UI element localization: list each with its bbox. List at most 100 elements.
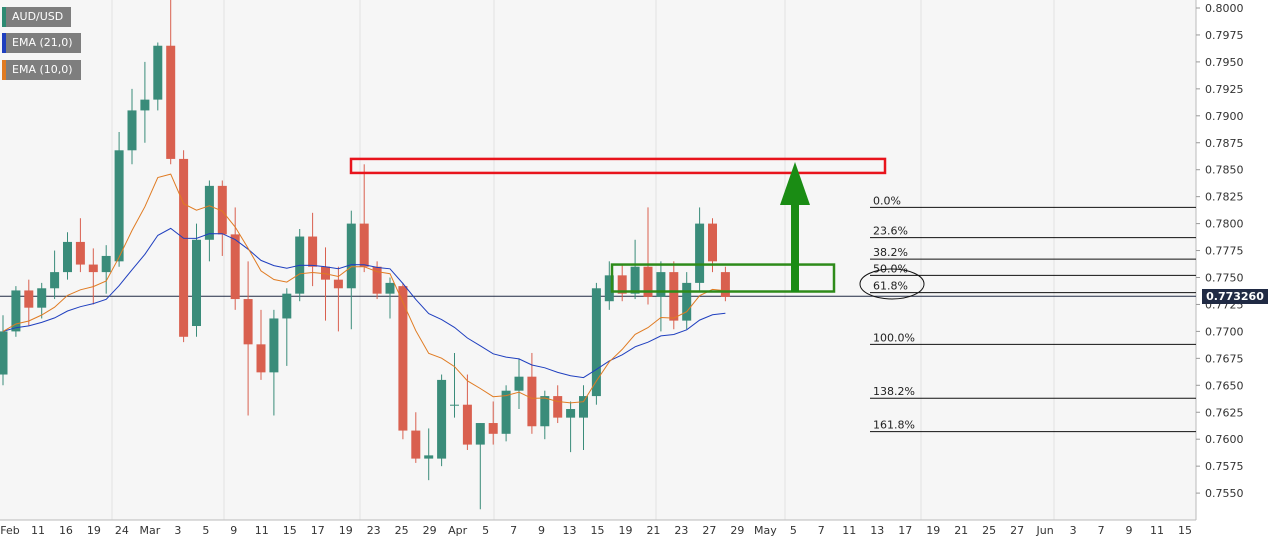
candle-body <box>88 264 98 273</box>
x-tick-label: 19 <box>87 524 101 537</box>
y-tick-label: 0.7700 <box>1205 325 1244 338</box>
candle-body <box>153 45 163 100</box>
candle-body <box>11 290 21 332</box>
candle-body <box>579 396 588 418</box>
x-tick-label: 19 <box>339 524 353 537</box>
target-arrow-head <box>780 162 810 205</box>
x-tick-label: 9 <box>538 524 545 537</box>
candle-body <box>256 344 266 373</box>
x-tick-label: Mar <box>139 524 160 537</box>
x-tick-label: May <box>754 524 777 537</box>
y-tick-label: 0.7550 <box>1205 487 1244 500</box>
candle-body <box>398 286 408 431</box>
x-tick-label: 25 <box>982 524 996 537</box>
legend-label-ema21: EMA (21,0) <box>12 36 73 49</box>
candle-body <box>204 185 214 240</box>
x-tick-label: Jun <box>1036 524 1054 537</box>
x-tick-label: 11 <box>842 524 856 537</box>
fib-highlight-ellipse <box>859 268 925 300</box>
x-tick-label: 25 <box>395 524 409 537</box>
y-axis-panel <box>1196 0 1269 542</box>
candle-body <box>527 376 537 427</box>
legend-label-aud-usd: AUD/USD <box>12 10 64 23</box>
candle-body <box>140 99 150 111</box>
candle-body <box>230 234 240 300</box>
x-tick-label: 7 <box>510 524 517 537</box>
candle-body <box>269 318 279 373</box>
x-tick-label: 7 <box>1098 524 1105 537</box>
y-tick-label: 0.7875 <box>1205 137 1244 150</box>
y-tick-label: 0.7800 <box>1205 218 1244 231</box>
y-tick-label: 0.7825 <box>1205 191 1244 204</box>
fib-level-label: 61.8% <box>873 280 908 293</box>
x-tick-label: 5 <box>202 524 209 537</box>
candle-body <box>501 390 511 434</box>
x-tick-label: 21 <box>954 524 968 537</box>
y-tick-label: 0.7950 <box>1205 56 1244 69</box>
resistance-zone-box <box>349 157 887 175</box>
candle-body <box>424 455 434 459</box>
x-tick-label: 13 <box>870 524 884 537</box>
candle-body <box>720 272 730 297</box>
y-tick-label: 0.7575 <box>1205 460 1244 473</box>
x-tick-label: 11 <box>255 524 269 537</box>
legend-aud-usd[interactable]: AUD/USD <box>2 7 72 27</box>
candle-body <box>643 266 653 297</box>
x-tick-label: 19 <box>618 524 632 537</box>
x-tick-label: Feb <box>0 524 19 537</box>
x-tick-label: 27 <box>1010 524 1024 537</box>
fib-level-label: 161.8% <box>873 419 915 432</box>
candle-body <box>75 241 85 265</box>
x-tick-label: 15 <box>283 524 297 537</box>
y-tick-label: 0.7650 <box>1205 379 1244 392</box>
x-tick-label: 17 <box>898 524 912 537</box>
candle-body <box>553 396 563 418</box>
candle-body <box>333 279 343 289</box>
x-tick-label: 11 <box>1150 524 1164 537</box>
candle-body <box>669 272 679 321</box>
x-tick-label: 9 <box>1126 524 1133 537</box>
candle-body <box>604 275 614 302</box>
x-tick-label: 5 <box>790 524 797 537</box>
y-tick-label: 0.7775 <box>1205 245 1244 258</box>
ema-21-line <box>2 227 726 379</box>
x-tick-label: 27 <box>702 524 716 537</box>
candle-body <box>192 239 201 327</box>
x-tick-label: 13 <box>563 524 577 537</box>
candle-body <box>37 288 47 308</box>
x-tick-label: 23 <box>367 524 381 537</box>
legend-ema21[interactable]: EMA (21,0) <box>2 33 81 53</box>
x-tick-label: Apr <box>448 524 468 537</box>
candle-body <box>656 272 666 297</box>
y-tick-label: 0.7975 <box>1205 29 1244 42</box>
candle-body <box>243 299 253 345</box>
candle-body <box>114 150 124 262</box>
ema-10-line <box>2 173 726 404</box>
x-tick-label: 19 <box>926 524 940 537</box>
legend-ema10[interactable]: EMA (10,0) <box>2 60 81 80</box>
candle-body <box>591 288 601 397</box>
fib-level-label: 38.2% <box>873 246 908 259</box>
candle-body <box>282 293 292 319</box>
candle-body <box>708 223 717 262</box>
x-tick-label: 29 <box>730 524 744 537</box>
x-tick-label: 23 <box>674 524 688 537</box>
y-tick-label: 0.7600 <box>1205 433 1244 446</box>
fib-level-label: 0.0% <box>873 194 901 207</box>
candle-body <box>385 282 395 294</box>
y-tick-label: 0.7750 <box>1205 272 1244 285</box>
candle-body <box>321 266 330 280</box>
x-tick-label: 17 <box>311 524 325 537</box>
candle-body <box>540 396 550 427</box>
candle-body <box>411 430 421 459</box>
candle-body <box>166 45 176 159</box>
x-tick-label: 15 <box>1178 524 1192 537</box>
consolidation-zone-box <box>610 263 836 293</box>
x-tick-label: 24 <box>115 524 129 537</box>
x-tick-label: 3 <box>1070 524 1077 537</box>
y-tick-label: 0.7625 <box>1205 406 1244 419</box>
y-tick-label: 0.7900 <box>1205 110 1244 123</box>
candle-body <box>475 423 485 445</box>
x-axis-panel <box>0 520 1196 542</box>
